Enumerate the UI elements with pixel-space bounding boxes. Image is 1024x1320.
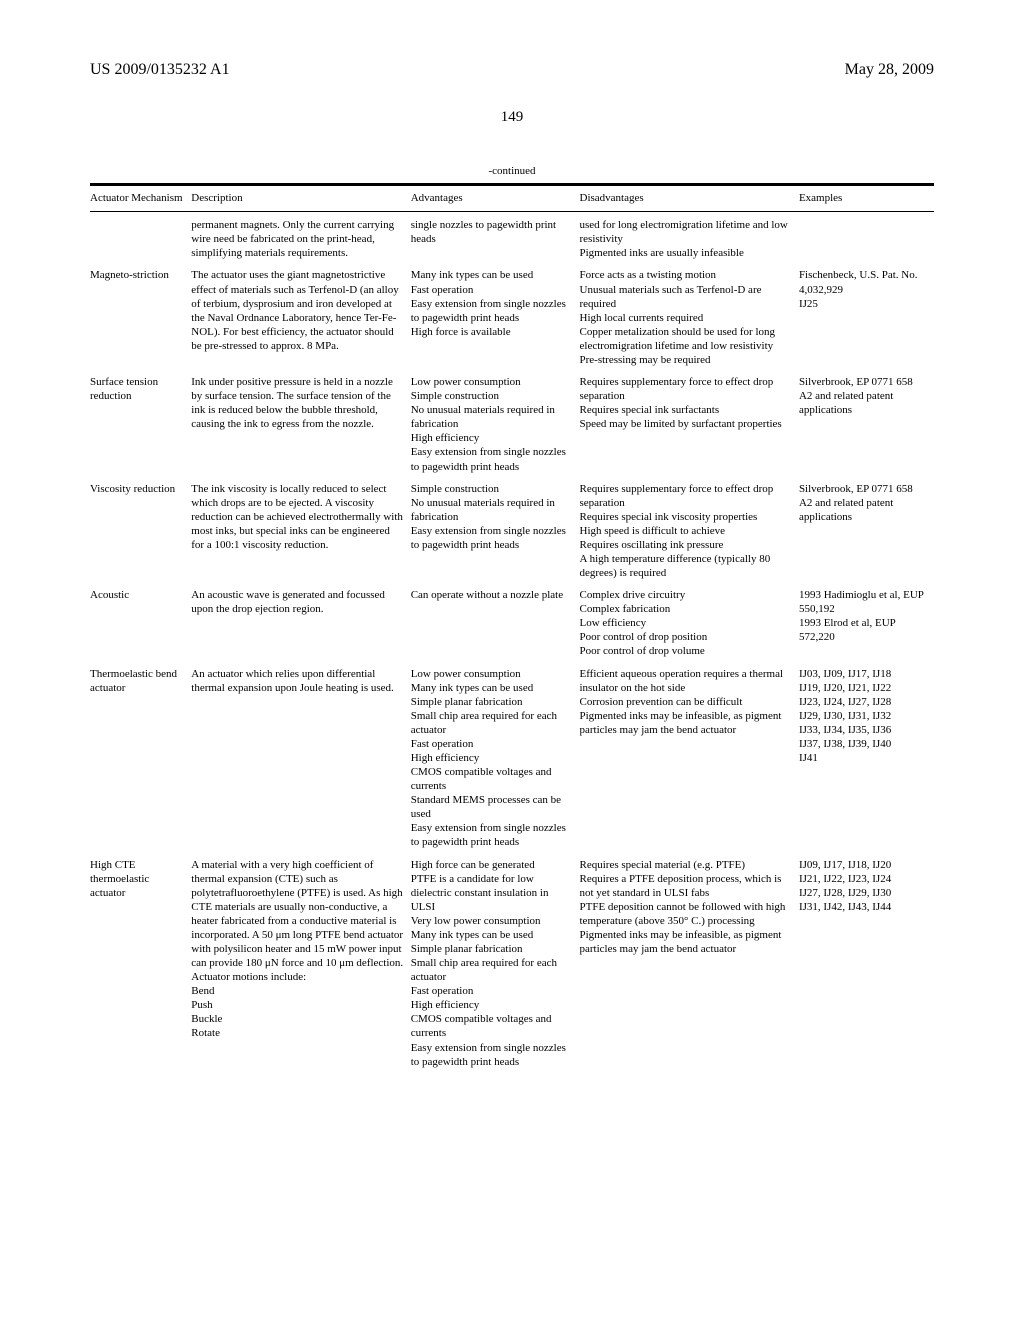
cell-description: The actuator uses the giant magnetostric…	[191, 268, 410, 375]
col-disadvantages: Disadvantages	[580, 192, 799, 208]
table-row: AcousticAn acoustic wave is generated an…	[90, 588, 934, 666]
table-row: permanent magnets. Only the current carr…	[90, 218, 934, 268]
table-header-row: Actuator Mechanism Description Advantage…	[90, 192, 934, 208]
cell-examples: Silverbrook, EP 0771 658 A2 and related …	[799, 375, 934, 482]
cell-advantages: single nozzles to pagewidth print heads	[411, 218, 580, 268]
cell-examples: Fischenbeck, U.S. Pat. No. 4,032,929IJ25	[799, 268, 934, 375]
cell-examples: 1993 Hadimioglu et al, EUP 550,1921993 E…	[799, 588, 934, 666]
publication-number: US 2009/0135232 A1	[90, 60, 230, 80]
cell-disadvantages: Complex drive circuitryComplex fabricati…	[580, 588, 799, 666]
cell-advantages: Low power consumptionMany ink types can …	[411, 667, 580, 858]
cell-disadvantages: Requires supplementary force to effect d…	[580, 482, 799, 589]
cell-description: permanent magnets. Only the current carr…	[191, 218, 410, 268]
cell-advantages: Simple constructionNo unusual materials …	[411, 482, 580, 589]
cell-mechanism: Surface tension reduction	[90, 375, 191, 482]
cell-mechanism	[90, 218, 191, 268]
cell-mechanism: Viscosity reduction	[90, 482, 191, 589]
cell-examples: IJ03, IJ09, IJ17, IJ18IJ19, IJ20, IJ21, …	[799, 667, 934, 858]
cell-advantages: Many ink types can be usedFast operation…	[411, 268, 580, 375]
cell-advantages: Low power consumptionSimple construction…	[411, 375, 580, 482]
cell-mechanism: Magneto-striction	[90, 268, 191, 375]
cell-disadvantages: Efficient aqueous operation requires a t…	[580, 667, 799, 858]
page-number: 149	[90, 108, 934, 127]
cell-disadvantages: Requires special material (e.g. PTFE)Req…	[580, 858, 799, 1077]
actuator-table-body: permanent magnets. Only the current carr…	[90, 218, 934, 1076]
cell-examples: Silverbrook, EP 0771 658 A2 and related …	[799, 482, 934, 589]
table-row: Thermoelastic bend actuatorAn actuator w…	[90, 667, 934, 858]
cell-examples	[799, 218, 934, 268]
cell-description: An actuator which relies upon differenti…	[191, 667, 410, 858]
cell-description: The ink viscosity is locally reduced to …	[191, 482, 410, 589]
cell-description: An acoustic wave is generated and focuss…	[191, 588, 410, 666]
publication-date: May 28, 2009	[845, 60, 934, 80]
cell-mechanism: High CTE thermoelastic actuator	[90, 858, 191, 1077]
col-examples: Examples	[799, 192, 934, 208]
cell-examples: IJ09, IJ17, IJ18, IJ20IJ21, IJ22, IJ23, …	[799, 858, 934, 1077]
cell-advantages: High force can be generatedPTFE is a can…	[411, 858, 580, 1077]
cell-disadvantages: Requires supplementary force to effect d…	[580, 375, 799, 482]
cell-advantages: Can operate without a nozzle plate	[411, 588, 580, 666]
col-advantages: Advantages	[411, 192, 580, 208]
cell-disadvantages: used for long electromigration lifetime …	[580, 218, 799, 268]
table-row: Magneto-strictionThe actuator uses the g…	[90, 268, 934, 375]
col-description: Description	[191, 192, 410, 208]
cell-description: Ink under positive pressure is held in a…	[191, 375, 410, 482]
table-row: Viscosity reductionThe ink viscosity is …	[90, 482, 934, 589]
cell-description: A material with a very high coefficient …	[191, 858, 410, 1077]
actuator-table: Actuator Mechanism Description Advantage…	[90, 192, 934, 208]
cell-disadvantages: Force acts as a twisting motionUnusual m…	[580, 268, 799, 375]
col-mechanism: Actuator Mechanism	[90, 192, 191, 208]
cell-mechanism: Acoustic	[90, 588, 191, 666]
table-row: Surface tension reductionInk under posit…	[90, 375, 934, 482]
continued-label: -continued	[90, 165, 934, 179]
cell-mechanism: Thermoelastic bend actuator	[90, 667, 191, 858]
table-row: High CTE thermoelastic actuatorA materia…	[90, 858, 934, 1077]
table-header-rule	[90, 211, 934, 212]
table-top-rule	[90, 183, 934, 186]
page-header: US 2009/0135232 A1 May 28, 2009	[90, 60, 934, 80]
